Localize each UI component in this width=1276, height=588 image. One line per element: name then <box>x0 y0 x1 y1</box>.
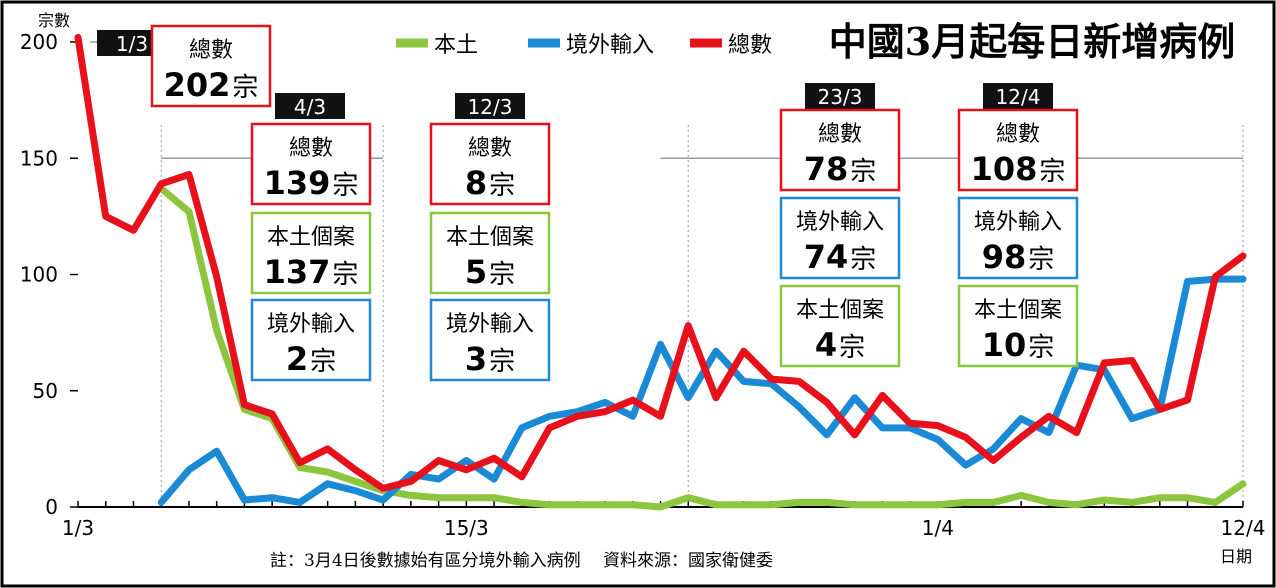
legend-label: 本土 <box>434 33 478 58</box>
imported-callout-value: 74宗 <box>804 238 877 276</box>
y-axis-label: 宗數 <box>38 11 70 30</box>
y-tick-label: 0 <box>45 495 58 519</box>
x-tick-label: 1/3 <box>62 516 94 540</box>
total-callout-number: 108 <box>971 150 1038 188</box>
total-callout-value: 78宗 <box>804 150 877 188</box>
total-callout-box <box>429 122 551 206</box>
unit-label: 宗 <box>1039 157 1065 187</box>
total-callout-box <box>957 108 1079 192</box>
total-callout-label: 總數 <box>189 38 233 63</box>
x-axis-label: 日期 <box>1220 547 1252 566</box>
unit-label: 宗 <box>332 171 358 201</box>
date-tag <box>983 83 1053 109</box>
total-callout-label: 總數 <box>468 136 512 161</box>
unit-label: 宗 <box>1028 245 1054 275</box>
series-line-imported <box>157 275 1247 506</box>
local-callout-box <box>250 211 372 295</box>
series-line-total <box>74 33 1247 492</box>
imported-callout-box <box>779 196 901 280</box>
unit-label: 宗 <box>332 260 358 290</box>
imported-callout-box <box>957 196 1079 280</box>
unit-label: 宗 <box>839 333 865 363</box>
imported-callout-value: 98宗 <box>982 238 1055 276</box>
local-callout-label: 本土個案 <box>796 298 884 323</box>
total-callout-label: 總數 <box>289 136 333 161</box>
local-callout-box <box>779 284 901 368</box>
imported-callout-value: 2宗 <box>286 340 336 378</box>
imported-callout-number: 98 <box>982 238 1027 276</box>
total-callout-number: 78 <box>804 150 849 188</box>
local-callout-value: 5宗 <box>465 253 515 291</box>
total-callout-label: 總數 <box>996 122 1040 147</box>
imported-callout-label: 境外輸入 <box>974 210 1062 235</box>
local-callout-number: 137 <box>264 253 331 291</box>
local-callout-value: 4宗 <box>815 326 865 364</box>
imported-callout-label: 境外輸入 <box>446 312 534 337</box>
local-callout-number: 10 <box>982 326 1027 364</box>
total-callout-value: 108宗 <box>971 150 1066 188</box>
imported-callout-number: 2 <box>286 340 308 378</box>
local-callout-box <box>429 211 551 295</box>
x-tick-label: 15/3 <box>444 516 489 540</box>
x-tick-label: 1/4 <box>922 516 954 540</box>
local-callout-label: 本土個案 <box>446 225 534 250</box>
x-tick-label: 12/4 <box>1221 516 1266 540</box>
date-tag-label: 12/4 <box>996 85 1041 109</box>
unit-label: 宗 <box>850 157 876 187</box>
date-tag-label: 4/3 <box>294 95 326 119</box>
unit-label: 宗 <box>489 347 515 377</box>
total-callout-number: 202 <box>164 66 231 104</box>
unit-label: 宗 <box>850 245 876 275</box>
local-callout-number: 4 <box>815 326 837 364</box>
imported-callout-value: 3宗 <box>465 340 515 378</box>
total-callout-value: 139宗 <box>264 164 359 202</box>
date-tag <box>275 93 345 119</box>
date-tag <box>455 93 525 119</box>
local-callout-label: 本土個案 <box>974 298 1062 323</box>
y-tick-label: 200 <box>20 30 58 54</box>
footnote: 註：3月4日後數據始有區分境外輸入病例 資料來源：國家衛健委 <box>270 551 773 571</box>
imported-callout-box <box>250 298 372 382</box>
local-callout-value: 10宗 <box>982 326 1055 364</box>
date-tag <box>805 83 875 109</box>
total-callout-box <box>250 122 372 206</box>
total-callout-value: 202宗 <box>164 66 259 104</box>
unit-label: 宗 <box>489 260 515 290</box>
date-tag-label: 1/3 <box>116 32 148 56</box>
unit-label: 宗 <box>1028 333 1054 363</box>
legend-label: 總數 <box>728 33 772 58</box>
total-callout-box <box>150 24 272 108</box>
total-callout-number: 139 <box>264 164 331 202</box>
y-tick-label: 50 <box>33 379 58 403</box>
series-line-local <box>157 185 1247 511</box>
unit-label: 宗 <box>489 171 515 201</box>
local-callout-value: 137宗 <box>264 253 359 291</box>
date-tag-label: 23/3 <box>818 85 863 109</box>
local-callout-number: 5 <box>465 253 487 291</box>
imported-callout-number: 3 <box>465 340 487 378</box>
unit-label: 宗 <box>310 347 336 377</box>
y-tick-label: 150 <box>20 146 58 170</box>
imported-callout-number: 74 <box>804 238 849 276</box>
unit-label: 宗 <box>232 73 258 103</box>
total-callout-value: 8宗 <box>465 164 515 202</box>
imported-callout-label: 境外輸入 <box>796 210 884 235</box>
local-callout-label: 本土個案 <box>267 225 355 250</box>
total-callout-number: 8 <box>465 164 487 202</box>
total-callout-label: 總數 <box>818 122 862 147</box>
date-tag-label: 12/3 <box>468 95 513 119</box>
chart-title: 中國3月起每日新增病例 <box>829 19 1235 64</box>
y-tick-label: 100 <box>20 263 58 287</box>
imported-callout-box <box>429 298 551 382</box>
imported-callout-label: 境外輸入 <box>267 312 355 337</box>
legend-label: 境外輸入 <box>566 33 654 58</box>
local-callout-box <box>957 284 1079 368</box>
total-callout-box <box>779 108 901 192</box>
